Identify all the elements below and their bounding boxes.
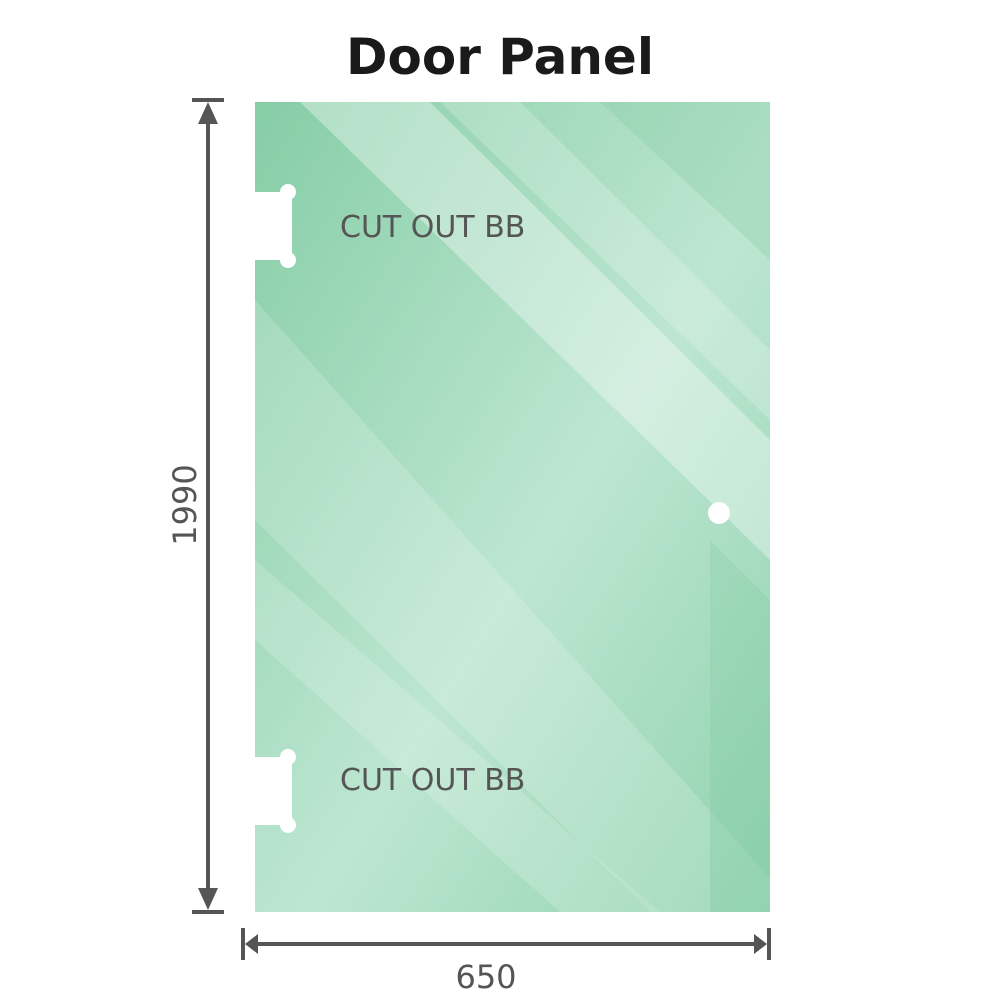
height-dimension-line	[192, 98, 224, 914]
handle-hole	[708, 502, 730, 524]
cutout-bottom	[250, 749, 296, 833]
width-dimension-line	[241, 928, 771, 960]
cutout-label-bottom: CUT OUT BB	[340, 763, 525, 798]
diagram-title: Door Panel	[346, 28, 654, 86]
height-label: 1990	[166, 464, 204, 545]
width-label: 650	[455, 958, 516, 996]
glass-panel	[255, 102, 770, 912]
cutout-top	[250, 184, 296, 268]
cutout-label-top: CUT OUT BB	[340, 210, 525, 245]
